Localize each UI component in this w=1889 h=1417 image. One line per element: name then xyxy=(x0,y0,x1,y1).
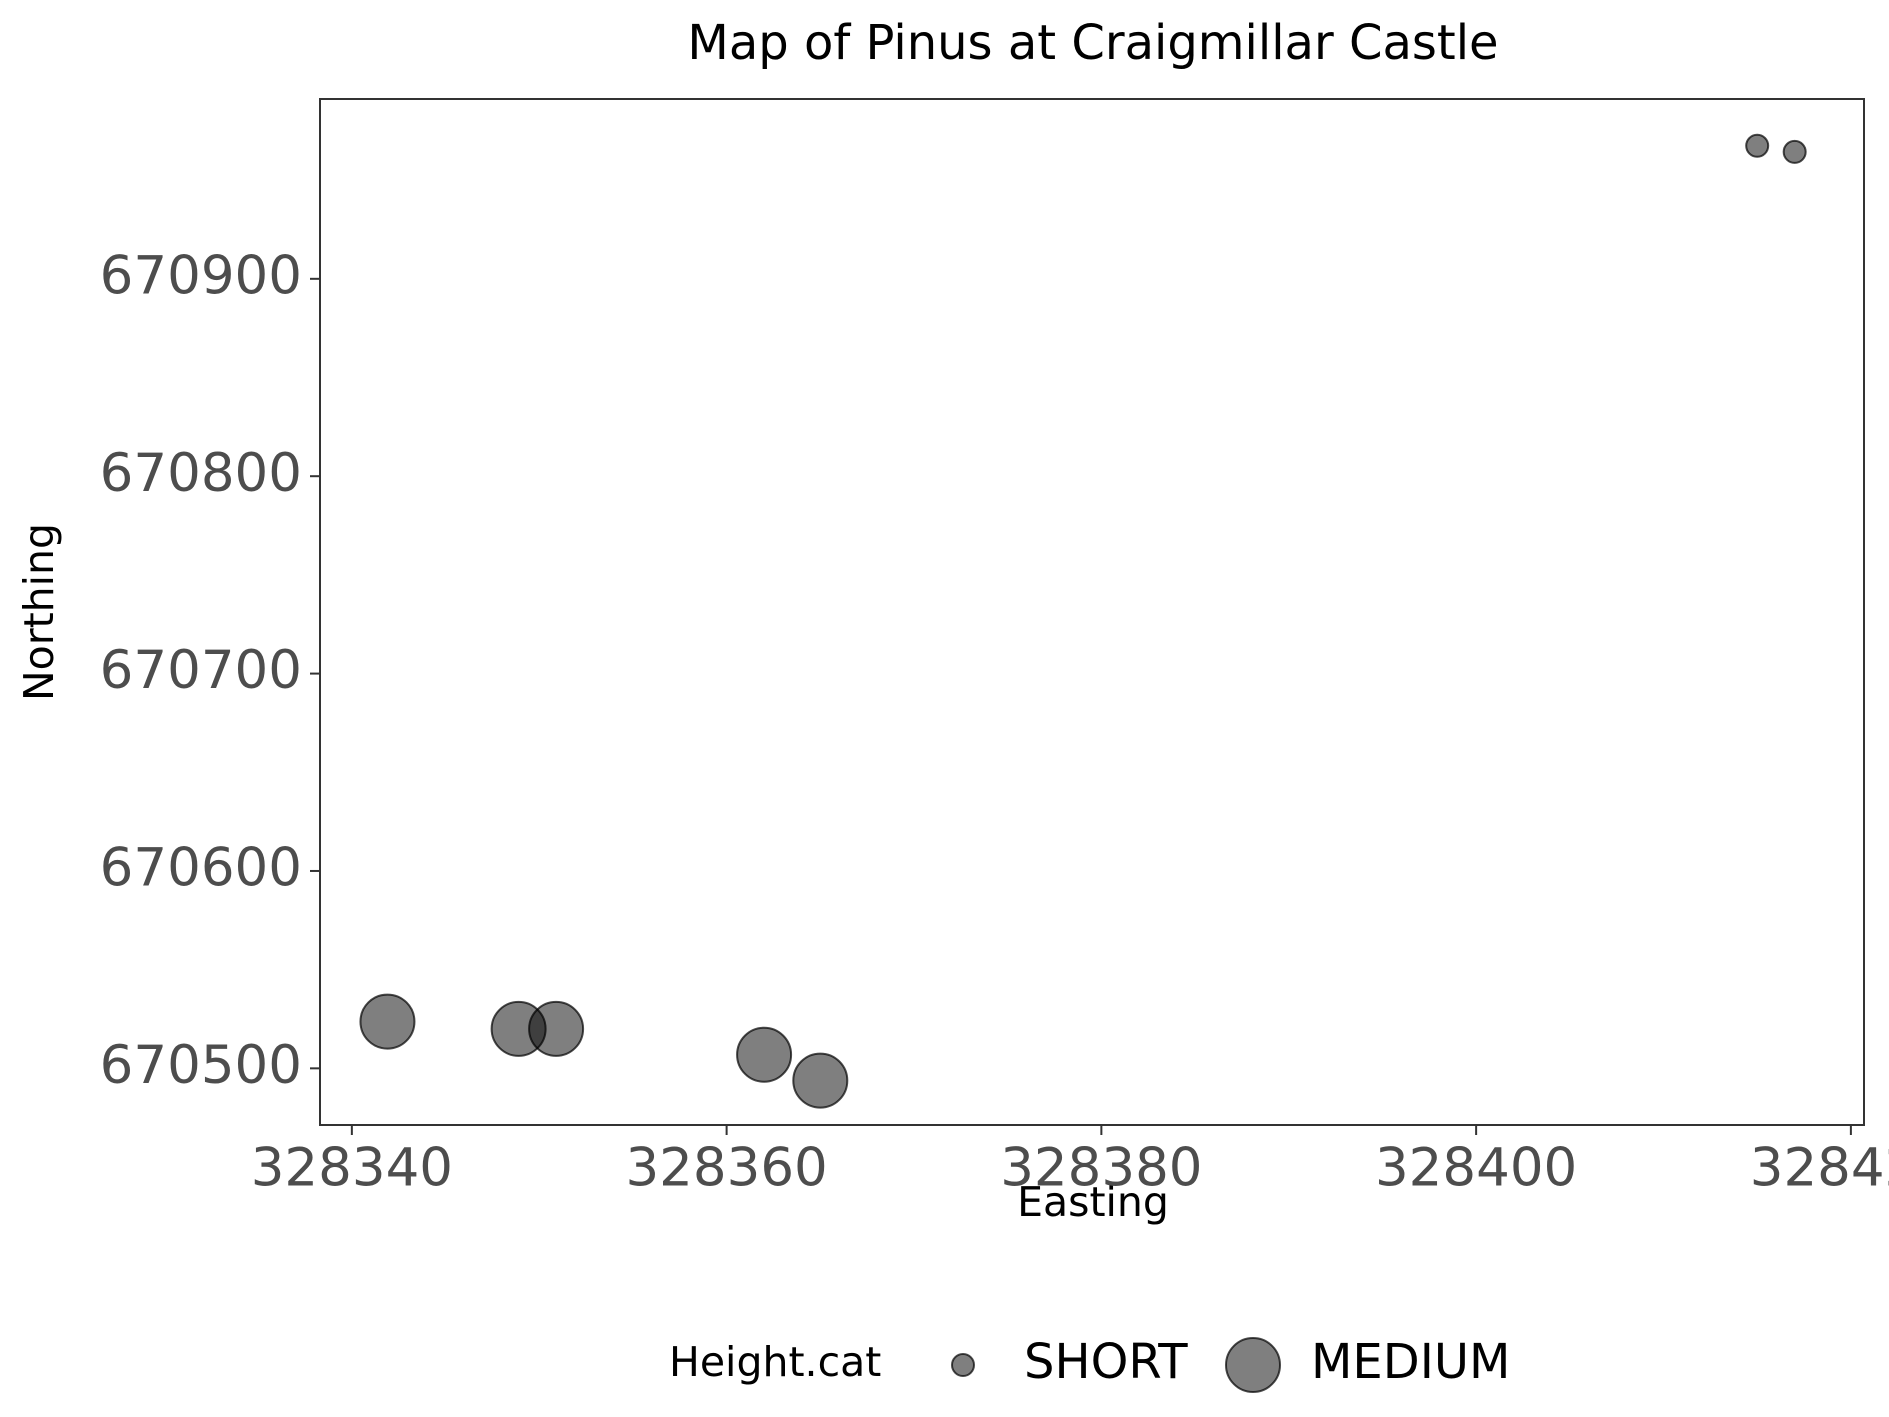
y-tick-label: 670700 xyxy=(100,640,302,701)
y-tick-label: 670800 xyxy=(100,443,302,504)
point xyxy=(528,1000,585,1057)
point xyxy=(359,993,416,1050)
y-tick-label: 670900 xyxy=(100,245,302,306)
y-axis-label: Northing xyxy=(15,523,63,701)
chart-title: Map of Pinus at Craigmillar Castle xyxy=(687,15,1498,71)
x-tick-label: 328380 xyxy=(1000,1138,1202,1199)
y-tick-label: 670600 xyxy=(100,838,302,899)
point xyxy=(736,1026,793,1083)
point xyxy=(792,1052,849,1109)
legend-label: MEDIUM xyxy=(1311,1334,1510,1390)
x-tick-label: 328400 xyxy=(1375,1138,1577,1199)
plot-panel xyxy=(319,98,1865,1126)
legend-key xyxy=(951,1353,975,1377)
x-tick-label: 328360 xyxy=(625,1138,827,1199)
legend-title: Height.cat xyxy=(669,1338,881,1386)
legend-label: SHORT xyxy=(1024,1334,1188,1390)
y-tick-label: 670500 xyxy=(100,1035,302,1096)
x-axis-label: Easting xyxy=(1017,1178,1169,1226)
x-tick-label: 328340 xyxy=(251,1138,453,1199)
point xyxy=(1782,139,1807,164)
point xyxy=(1745,133,1770,158)
legend-key xyxy=(1225,1337,1281,1393)
x-tick-label: 328420 xyxy=(1750,1138,1889,1199)
